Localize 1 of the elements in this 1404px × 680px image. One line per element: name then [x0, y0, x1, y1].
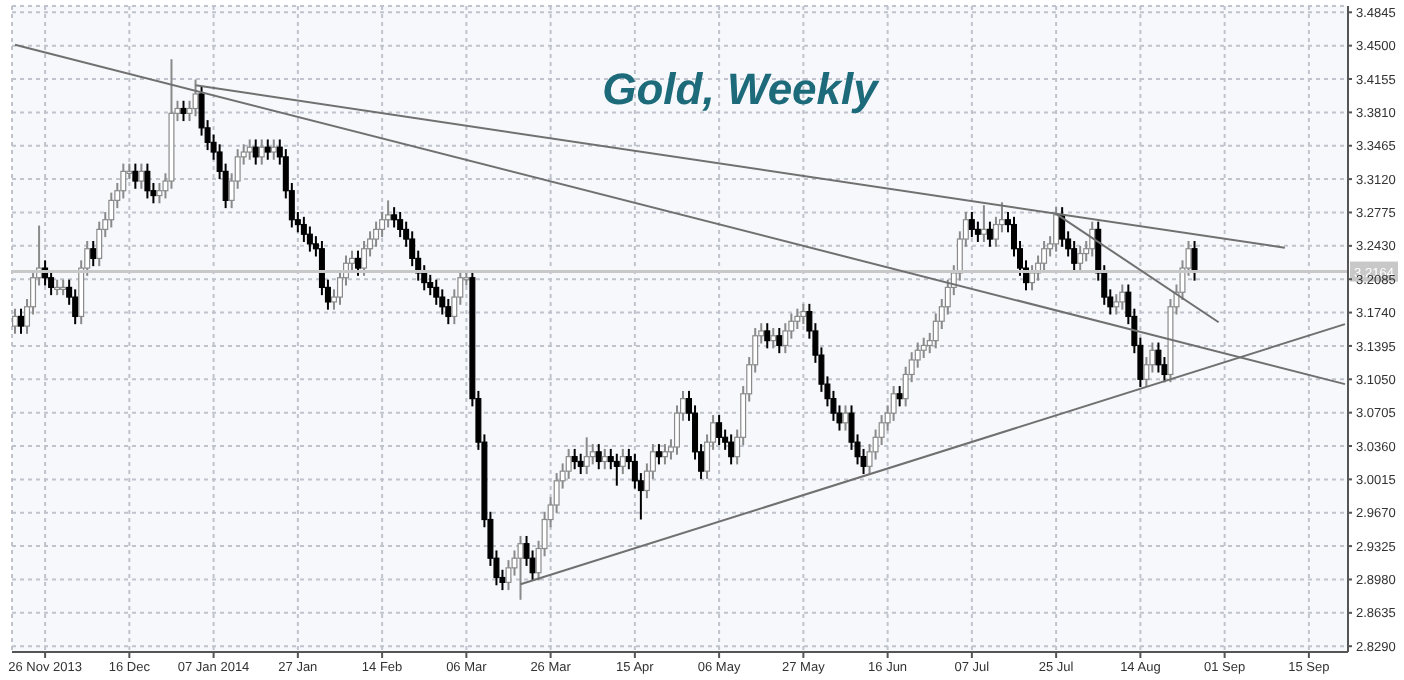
text: Gold, Weekly [602, 64, 882, 114]
